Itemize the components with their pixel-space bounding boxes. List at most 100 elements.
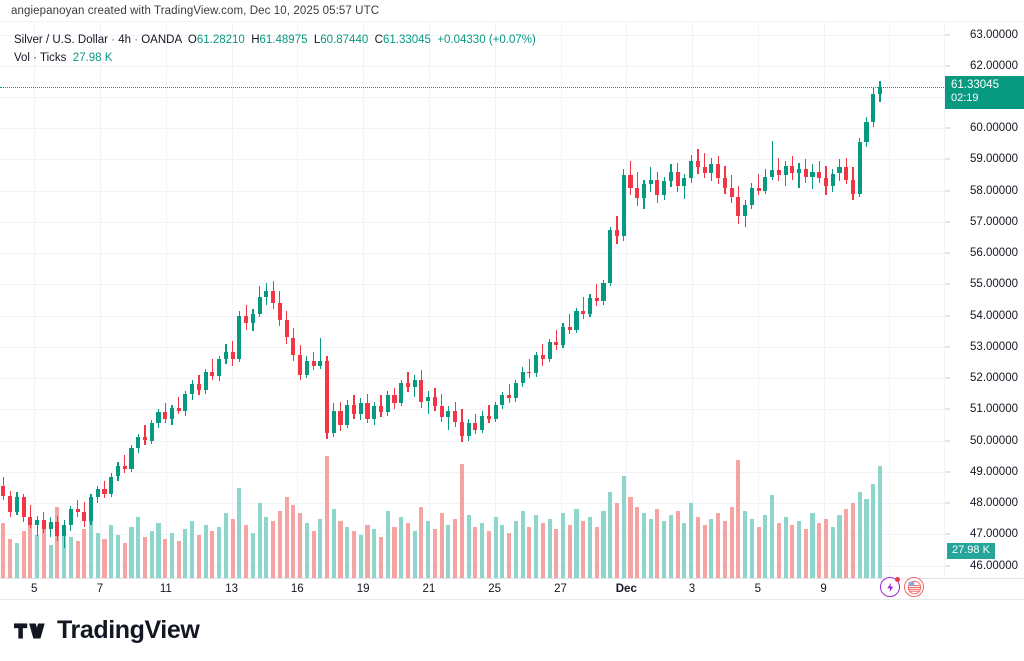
legend-row-volume: Vol · Ticks 27.98 K — [14, 50, 536, 67]
gridline-vertical — [428, 22, 430, 578]
volume-bar — [62, 530, 67, 578]
volume-bar — [567, 524, 572, 578]
price-axis-label: 52.00000 — [970, 372, 1018, 385]
volume-bar — [244, 524, 249, 578]
candle-body — [743, 204, 748, 216]
last-price-line — [0, 86, 944, 88]
candle-body — [608, 229, 613, 283]
lightning-bolt-icon[interactable] — [880, 577, 900, 597]
candle-body — [641, 184, 647, 199]
volume-bar — [21, 530, 26, 578]
price-axis-tick — [945, 190, 950, 192]
candle-body — [156, 412, 161, 424]
us-flag-globe-icon[interactable] — [904, 577, 924, 597]
price-axis-label: 48.00000 — [970, 497, 1018, 509]
volume-bar — [790, 524, 795, 578]
volume-bar — [655, 509, 660, 578]
candle-wick — [569, 314, 571, 335]
volume-bar — [284, 497, 289, 578]
price-axis-tick — [945, 252, 950, 254]
candle-body — [426, 396, 431, 402]
volume-bar — [729, 507, 734, 578]
volume-bar — [82, 528, 87, 578]
volume-bar — [88, 519, 94, 578]
legend-symbol[interactable]: Silver / U.S. Dollar — [14, 34, 108, 46]
candle-body — [163, 412, 168, 419]
candle-body — [75, 509, 80, 513]
tradingview-logo-icon — [14, 622, 45, 639]
gridline-vertical — [100, 22, 101, 578]
last-price-badge: 61.33045 02:19 — [945, 75, 1024, 109]
candle-body — [284, 320, 289, 338]
volume-bar — [419, 507, 424, 578]
time-axis[interactable]: 5711131619212527Dec35911 — [0, 578, 1024, 600]
bar-countdown: 02:19 — [951, 91, 979, 104]
candle-wick — [758, 173, 760, 196]
volume-bar — [163, 538, 168, 578]
candle-body — [149, 423, 154, 441]
candle-wick — [771, 140, 773, 180]
price-axis-label: 62.00000 — [970, 59, 1018, 72]
volume-bar — [722, 521, 727, 578]
volume-bar — [507, 532, 512, 578]
candle-wick — [178, 396, 180, 414]
volume-bar — [453, 519, 458, 578]
candle-body — [453, 410, 458, 422]
gridline-horizontal — [0, 503, 944, 504]
volume-bar — [702, 524, 707, 578]
candle-body — [709, 164, 714, 174]
candle-body — [682, 178, 687, 186]
volume-bar — [446, 524, 451, 578]
candle-body — [796, 168, 802, 174]
volume-bar — [223, 513, 228, 578]
legend-open-label: O — [187, 34, 197, 46]
volume-bar — [230, 519, 235, 578]
candle-body — [392, 395, 397, 404]
legend-volume-title[interactable]: Vol · Ticks — [14, 52, 67, 64]
volume-bar — [183, 528, 188, 578]
candle-body — [534, 354, 539, 374]
volume-bar — [68, 536, 73, 578]
gridline-vertical — [889, 22, 891, 578]
volume-bar — [122, 542, 127, 578]
candle-body — [560, 326, 566, 346]
price-axis[interactable]: 63.0000062.0000061.0000060.0000059.00000… — [944, 22, 1024, 578]
price-axis-tick — [945, 221, 950, 223]
candle-body — [810, 171, 815, 177]
candle-body — [439, 406, 444, 418]
price-axis-tick — [945, 34, 950, 35]
volume-bar — [378, 536, 384, 578]
volume-bar — [480, 522, 485, 578]
candle-body — [28, 517, 33, 525]
volume-bar — [392, 526, 397, 578]
candle-body — [62, 524, 67, 536]
volume-bar — [109, 524, 114, 578]
legend-low-label: L — [313, 34, 321, 46]
legend-interval[interactable]: 4h — [118, 34, 131, 46]
last-price-value: 61.33045 — [951, 78, 999, 91]
candle-body — [446, 410, 451, 418]
candle-body — [567, 326, 572, 330]
candle-body — [459, 421, 464, 436]
legend-high-label: H — [251, 34, 260, 46]
candle-body — [351, 404, 357, 414]
price-axis-label: 47.00000 — [970, 528, 1018, 541]
time-axis-label: 3 — [688, 583, 696, 595]
volume-bar — [95, 532, 100, 578]
volume-bar — [1, 522, 6, 578]
volume-bar — [55, 507, 60, 578]
volume-bar — [844, 509, 849, 578]
candle-body — [601, 282, 606, 302]
volume-bar — [277, 511, 282, 578]
volume-value-badge: 27.98 K — [947, 542, 995, 559]
chart-plot-area[interactable] — [0, 22, 944, 578]
candle-body — [668, 171, 673, 182]
volume-bar — [689, 503, 694, 578]
candle-body — [695, 161, 700, 168]
footer-branding: TradingView — [0, 599, 1024, 661]
price-axis-tick — [945, 283, 950, 285]
candle-body — [466, 423, 471, 436]
volume-bar — [405, 522, 411, 578]
gridline-horizontal — [0, 534, 944, 536]
candle-body — [803, 168, 808, 177]
